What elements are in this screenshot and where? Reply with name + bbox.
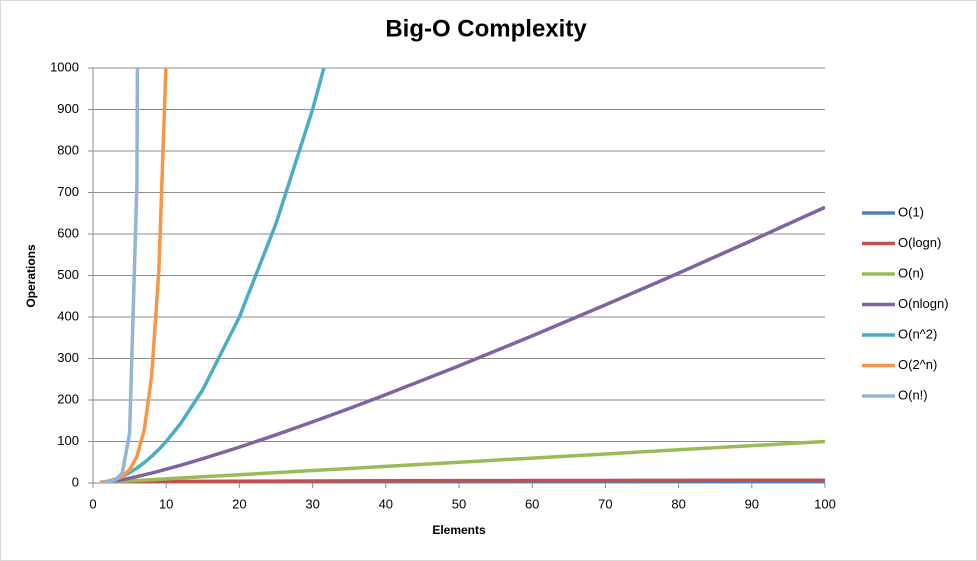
x-tick-label: 20	[232, 496, 246, 511]
y-tick-label: 300	[57, 350, 79, 365]
y-tick-label: 600	[57, 225, 79, 240]
legend-label: O(logn)	[898, 235, 941, 250]
x-tick-label: 50	[452, 496, 466, 511]
y-tick-label: 900	[57, 101, 79, 116]
y-tick-label: 400	[57, 308, 79, 323]
y-tick-label: 100	[57, 433, 79, 448]
chart-title: Big-O Complexity	[385, 15, 587, 42]
series-line	[100, 439, 825, 483]
legend-label: O(2^n)	[898, 357, 937, 372]
x-tick-label: 80	[671, 496, 685, 511]
legend-label: O(1)	[898, 204, 924, 219]
y-tick-label: 0	[72, 474, 79, 489]
legend-label: O(n!)	[898, 387, 928, 402]
x-tick-label: 10	[159, 496, 173, 511]
x-tick-label: 90	[745, 496, 759, 511]
x-tick-label: 30	[305, 496, 319, 511]
x-tick-label: 0	[89, 496, 96, 511]
y-tick-label: 800	[57, 142, 79, 157]
legend: O(1) O(logn) O(n) O(nlogn) O(n^2) O(2^n) O(n!)	[862, 204, 949, 402]
x-tick-label: 60	[525, 496, 539, 511]
x-tick-label: 100	[814, 496, 836, 511]
y-axis-title: Operations	[24, 244, 38, 308]
x-tick-label: 40	[379, 496, 393, 511]
plot-area	[100, 68, 825, 483]
legend-label: O(n)	[898, 265, 924, 280]
x-axis-title: Elements	[432, 523, 486, 537]
series-line	[100, 205, 825, 483]
series-line	[100, 68, 140, 483]
y-tick-label: 200	[57, 391, 79, 406]
grid: 0 100 200 300 400 500 600 700 800 900 1000 0 10 20 30 4…	[50, 59, 836, 511]
y-tick-label: 700	[57, 184, 79, 199]
legend-label: O(n^2)	[898, 326, 937, 341]
y-tick-label: 500	[57, 267, 79, 282]
legend-label: O(nlogn)	[898, 296, 949, 311]
y-tick-label: 1000	[50, 59, 79, 74]
x-tick-label: 70	[598, 496, 612, 511]
